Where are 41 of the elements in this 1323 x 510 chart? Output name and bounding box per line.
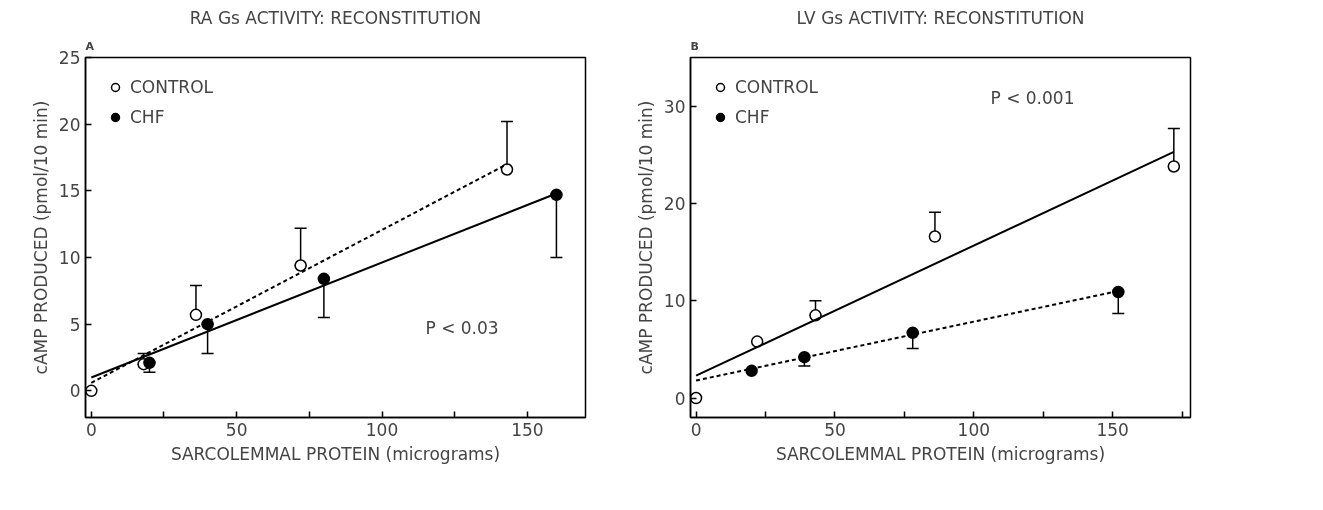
point: [189, 308, 203, 322]
chart-title: RA Gs ACTIVITY: RECONSTITUTION: [189, 7, 482, 28]
y-tick-label: 25: [58, 48, 81, 68]
y-axis-title: cAMP PRODUCED (pmol/10 min): [635, 100, 656, 375]
text: A: [85, 39, 95, 53]
x-tick-label: 50: [225, 419, 248, 440]
point: [85, 384, 98, 398]
y-tick-label: 20: [663, 193, 686, 214]
legend-label: CHF: [130, 107, 165, 127]
y-tick-label: 5: [69, 314, 81, 335]
point: [500, 163, 514, 176]
legend-label: CHF: [735, 107, 770, 127]
legend-label: CONTROL: [735, 77, 819, 97]
x-tick-label: 150: [1096, 419, 1129, 440]
point: [317, 272, 331, 286]
x-tick-label: 0: [690, 419, 702, 440]
annotation: P < 0.001: [990, 87, 1075, 108]
chart-title: LV Gs ACTIVITY: RECONSTITUTION: [796, 7, 1085, 28]
y-tick-label: 20: [58, 114, 81, 135]
point: [928, 230, 942, 243]
x-axis-title: SARCOLEMMAL PROTEIN (micrograms): [775, 443, 1106, 464]
y-tick-label: 10: [663, 291, 686, 312]
y-tick-label: 15: [58, 181, 81, 202]
x-tick-label: 100: [365, 419, 399, 440]
y-tick-label: 0: [69, 381, 81, 402]
annotation: P < 0.03: [425, 318, 499, 339]
y-tick-label: 0: [674, 388, 686, 409]
legend-label: CONTROL: [130, 77, 214, 97]
x-tick-label: 0: [85, 419, 97, 440]
point: [1167, 160, 1181, 173]
y-axis-title: cAMP PRODUCED (pmol/10 min): [30, 100, 51, 375]
x-tick-label: 100: [957, 419, 991, 440]
text: B: [690, 39, 699, 53]
point: [690, 391, 703, 405]
point: [294, 259, 307, 272]
x-axis-title: SARCOLEMMAL PROTEIN (micrograms): [170, 443, 501, 464]
x-tick-label: 50: [824, 419, 846, 440]
y-tick-label: 10: [58, 248, 81, 268]
y-tick-label: 30: [663, 96, 686, 117]
x-tick-label: 150: [511, 419, 544, 440]
point: [1112, 285, 1125, 299]
